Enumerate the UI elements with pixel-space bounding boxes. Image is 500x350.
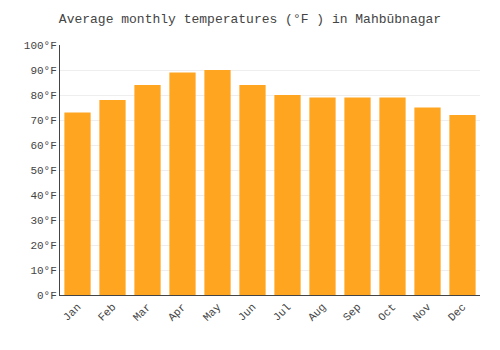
svg-text:Nov: Nov — [411, 301, 434, 324]
svg-text:40°F: 40°F — [30, 190, 56, 202]
svg-text:10°F: 10°F — [30, 265, 56, 277]
svg-text:Sep: Sep — [341, 301, 363, 323]
svg-text:Jun: Jun — [236, 301, 258, 323]
svg-text:Dec: Dec — [446, 301, 468, 323]
svg-text:Aug: Aug — [306, 301, 328, 323]
svg-text:Jul: Jul — [271, 301, 293, 323]
svg-text:30°F: 30°F — [30, 215, 56, 227]
svg-text:Feb: Feb — [96, 301, 118, 323]
svg-text:Apr: Apr — [166, 301, 188, 323]
svg-text:Average monthly temperatures (: Average monthly temperatures (°F ) in Ma… — [59, 12, 441, 27]
svg-text:80°F: 80°F — [30, 90, 56, 102]
svg-text:70°F: 70°F — [30, 115, 56, 127]
svg-text:60°F: 60°F — [30, 140, 56, 152]
svg-text:100°F: 100°F — [24, 40, 57, 52]
svg-text:0°F: 0°F — [37, 290, 57, 302]
svg-text:Oct: Oct — [376, 301, 398, 323]
svg-text:90°F: 90°F — [30, 65, 56, 77]
svg-text:May: May — [201, 301, 224, 324]
svg-text:Jan: Jan — [61, 301, 83, 323]
svg-text:50°F: 50°F — [30, 165, 56, 177]
svg-text:20°F: 20°F — [30, 240, 56, 252]
svg-text:Mar: Mar — [131, 301, 153, 323]
